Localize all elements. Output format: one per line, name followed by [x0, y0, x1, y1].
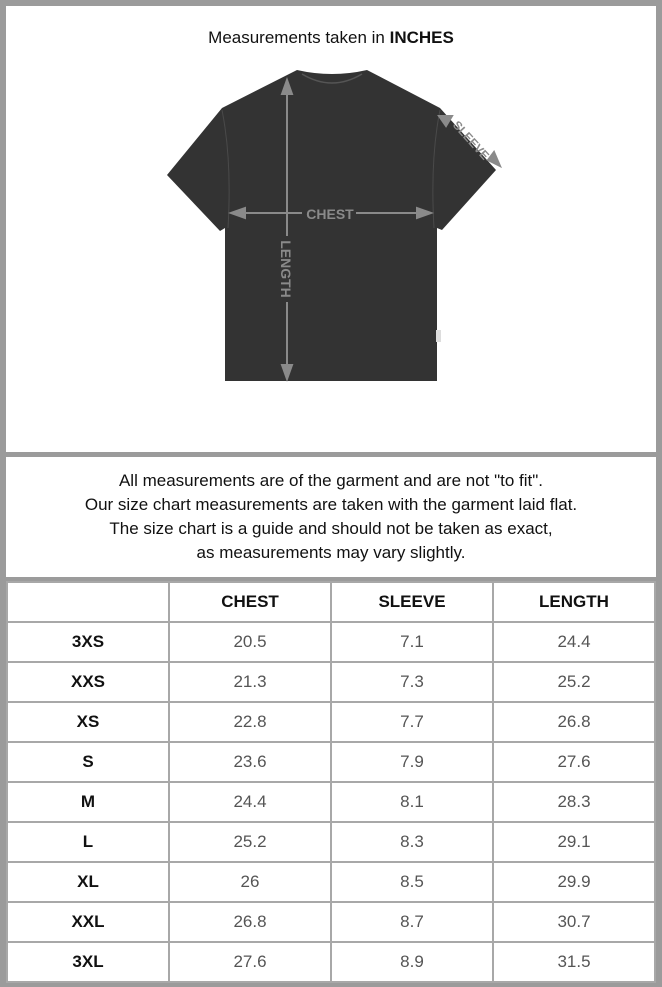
table-row: XXS 21.3 7.3 25.2 — [6, 661, 656, 703]
size-cell: L — [6, 821, 170, 863]
sleeve-arrow — [437, 115, 454, 128]
table-header-row: CHEST SLEEVE LENGTH — [6, 581, 656, 623]
table-row: XS 22.8 7.7 26.8 — [6, 701, 656, 743]
value-cell: 25.2 — [168, 821, 332, 863]
value-cell: 25.2 — [492, 661, 656, 703]
table-row: M 24.4 8.1 28.3 — [6, 781, 656, 823]
value-cell: 31.5 — [492, 941, 656, 983]
table-row: XXL 26.8 8.7 30.7 — [6, 901, 656, 943]
value-cell: 7.1 — [330, 621, 494, 663]
value-cell: 23.6 — [168, 741, 332, 783]
value-cell: 22.8 — [168, 701, 332, 743]
value-cell: 27.6 — [492, 741, 656, 783]
size-cell: M — [6, 781, 170, 823]
note-line: as measurements may vary slightly. — [196, 543, 466, 562]
size-cell: XXL — [6, 901, 170, 943]
value-cell: 29.9 — [492, 861, 656, 903]
tshirt-diagram: CHEST LENGTH SLEEVE — [167, 70, 502, 382]
value-cell: 20.5 — [168, 621, 332, 663]
size-cell: XXS — [6, 661, 170, 703]
value-cell: 26.8 — [492, 701, 656, 743]
size-cell: S — [6, 741, 170, 783]
chest-label: CHEST — [306, 206, 354, 222]
value-cell: 8.3 — [330, 821, 494, 863]
value-cell: 24.4 — [492, 621, 656, 663]
table-row: S 23.6 7.9 27.6 — [6, 741, 656, 783]
column-header-length: LENGTH — [492, 581, 656, 623]
value-cell: 7.9 — [330, 741, 494, 783]
value-cell: 27.6 — [168, 941, 332, 983]
tshirt-shape — [167, 70, 496, 381]
value-cell: 26.8 — [168, 901, 332, 943]
note-line: All measurements are of the garment and … — [118, 471, 544, 490]
value-cell: 7.7 — [330, 701, 494, 743]
value-cell: 8.1 — [330, 781, 494, 823]
table-row: XL 26 8.5 29.9 — [6, 861, 656, 903]
size-cell: 3XL — [6, 941, 170, 983]
tag-icon — [436, 330, 441, 342]
unit-label: INCHES — [389, 28, 454, 47]
value-cell: 8.9 — [330, 941, 494, 983]
note-line: The size chart is a guide and should not… — [109, 519, 553, 538]
size-cell: 3XS — [6, 621, 170, 663]
length-label: LENGTH — [278, 240, 294, 298]
notes-panel: All measurements are of the garment and … — [6, 457, 656, 577]
size-cell: XS — [6, 701, 170, 743]
table-row: L 25.2 8.3 29.1 — [6, 821, 656, 863]
value-cell: 8.5 — [330, 861, 494, 903]
table-row: 3XS 20.5 7.1 24.4 — [6, 621, 656, 663]
value-cell: 28.3 — [492, 781, 656, 823]
diagram-panel: Measurements taken in INCHES CHEST LENGT… — [6, 6, 656, 452]
size-table: CHEST SLEEVE LENGTH 3XS 20.5 7.1 24.4 XXS 21.… — [6, 581, 656, 983]
value-cell: 24.4 — [168, 781, 332, 823]
value-cell: 8.7 — [330, 901, 494, 943]
column-header — [6, 581, 170, 623]
table-row: 3XL 27.6 8.9 31.5 — [6, 941, 656, 983]
value-cell: 7.3 — [330, 661, 494, 703]
column-header-chest: CHEST — [168, 581, 332, 623]
note-line: Our size chart measurements are taken wi… — [84, 495, 578, 514]
value-cell: 26 — [168, 861, 332, 903]
size-cell: XL — [6, 861, 170, 903]
column-header-sleeve: SLEEVE — [330, 581, 494, 623]
page-title: Measurements taken in INCHES — [208, 28, 454, 47]
value-cell: 29.1 — [492, 821, 656, 863]
value-cell: 21.3 — [168, 661, 332, 703]
value-cell: 30.7 — [492, 901, 656, 943]
